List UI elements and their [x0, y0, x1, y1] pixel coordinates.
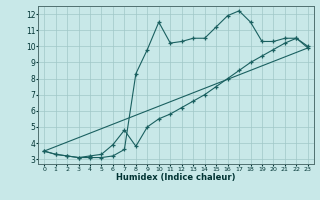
X-axis label: Humidex (Indice chaleur): Humidex (Indice chaleur)	[116, 173, 236, 182]
